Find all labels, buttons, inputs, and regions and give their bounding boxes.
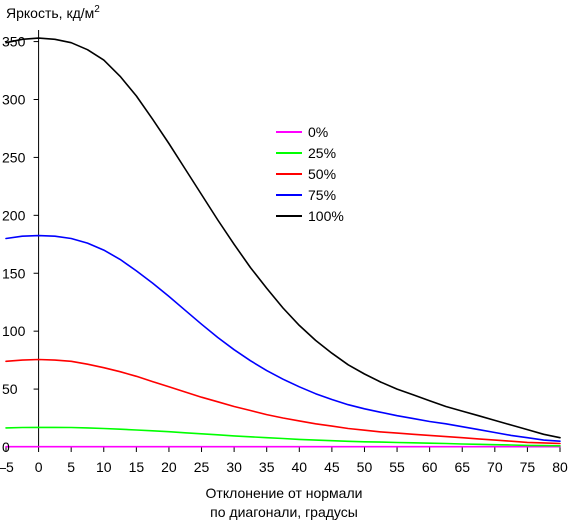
- legend-label: 100%: [308, 208, 344, 224]
- x-axis-title-line1: Отклонение от нормали: [206, 485, 363, 501]
- x-tick-label: 55: [389, 459, 405, 475]
- series-line-50pct: [5, 358, 561, 445]
- y-tick-label: 100: [2, 323, 26, 339]
- x-tick-label: 35: [259, 459, 275, 475]
- y-tick-label: 200: [2, 207, 26, 223]
- axes: [5, 30, 561, 452]
- y-tick-label: 0: [2, 439, 10, 455]
- series-line-75pct: [5, 234, 561, 443]
- x-tick-label: 15: [129, 459, 145, 475]
- x-tick-label: 65: [454, 459, 470, 475]
- legend-label: 0%: [308, 124, 328, 140]
- x-tick-label: 20: [161, 459, 177, 475]
- legend-label: 50%: [308, 166, 336, 182]
- series-line-25pct: [5, 426, 561, 447]
- y-axis-title: Яркость, кд/м2: [6, 4, 100, 21]
- x-tick-label: 60: [422, 459, 438, 475]
- y-axis-title-superscript: 2: [94, 4, 100, 15]
- y-tick-label: 300: [2, 92, 26, 108]
- y-tick-label: 50: [2, 381, 18, 397]
- series-lines: [5, 37, 561, 448]
- x-tick-label: –5: [0, 459, 14, 475]
- y-tick-label: 150: [2, 265, 26, 281]
- x-tick-label: 45: [324, 459, 340, 475]
- y-tick-label: 350: [2, 34, 26, 50]
- y-tick-label: 250: [2, 149, 26, 165]
- x-tick-label: 50: [357, 459, 373, 475]
- x-tick-label: 25: [194, 459, 210, 475]
- x-tick-label: 10: [96, 459, 112, 475]
- x-tick-label: 5: [67, 459, 75, 475]
- x-axis-title-line2: по диагонали, градусы: [210, 504, 358, 520]
- tick-labels: –5 0 5 10 15 20 25 30 35 40 45 50 55 60 65 70 75 80 0 50 100…: [0, 34, 568, 475]
- legend: 0% 25% 50% 75% 100%: [276, 124, 344, 224]
- series-line-100pct: [5, 37, 561, 439]
- x-tick-label: 30: [226, 459, 242, 475]
- y-axis-title-text: Яркость, кд/м: [6, 5, 94, 21]
- x-tick-label: 75: [520, 459, 536, 475]
- x-tick-label: 80: [552, 459, 568, 475]
- legend-label: 25%: [308, 145, 336, 161]
- x-tick-label: 0: [35, 459, 43, 475]
- x-tick-label: 70: [487, 459, 503, 475]
- x-tick-label: 40: [292, 459, 308, 475]
- legend-label: 75%: [308, 187, 336, 203]
